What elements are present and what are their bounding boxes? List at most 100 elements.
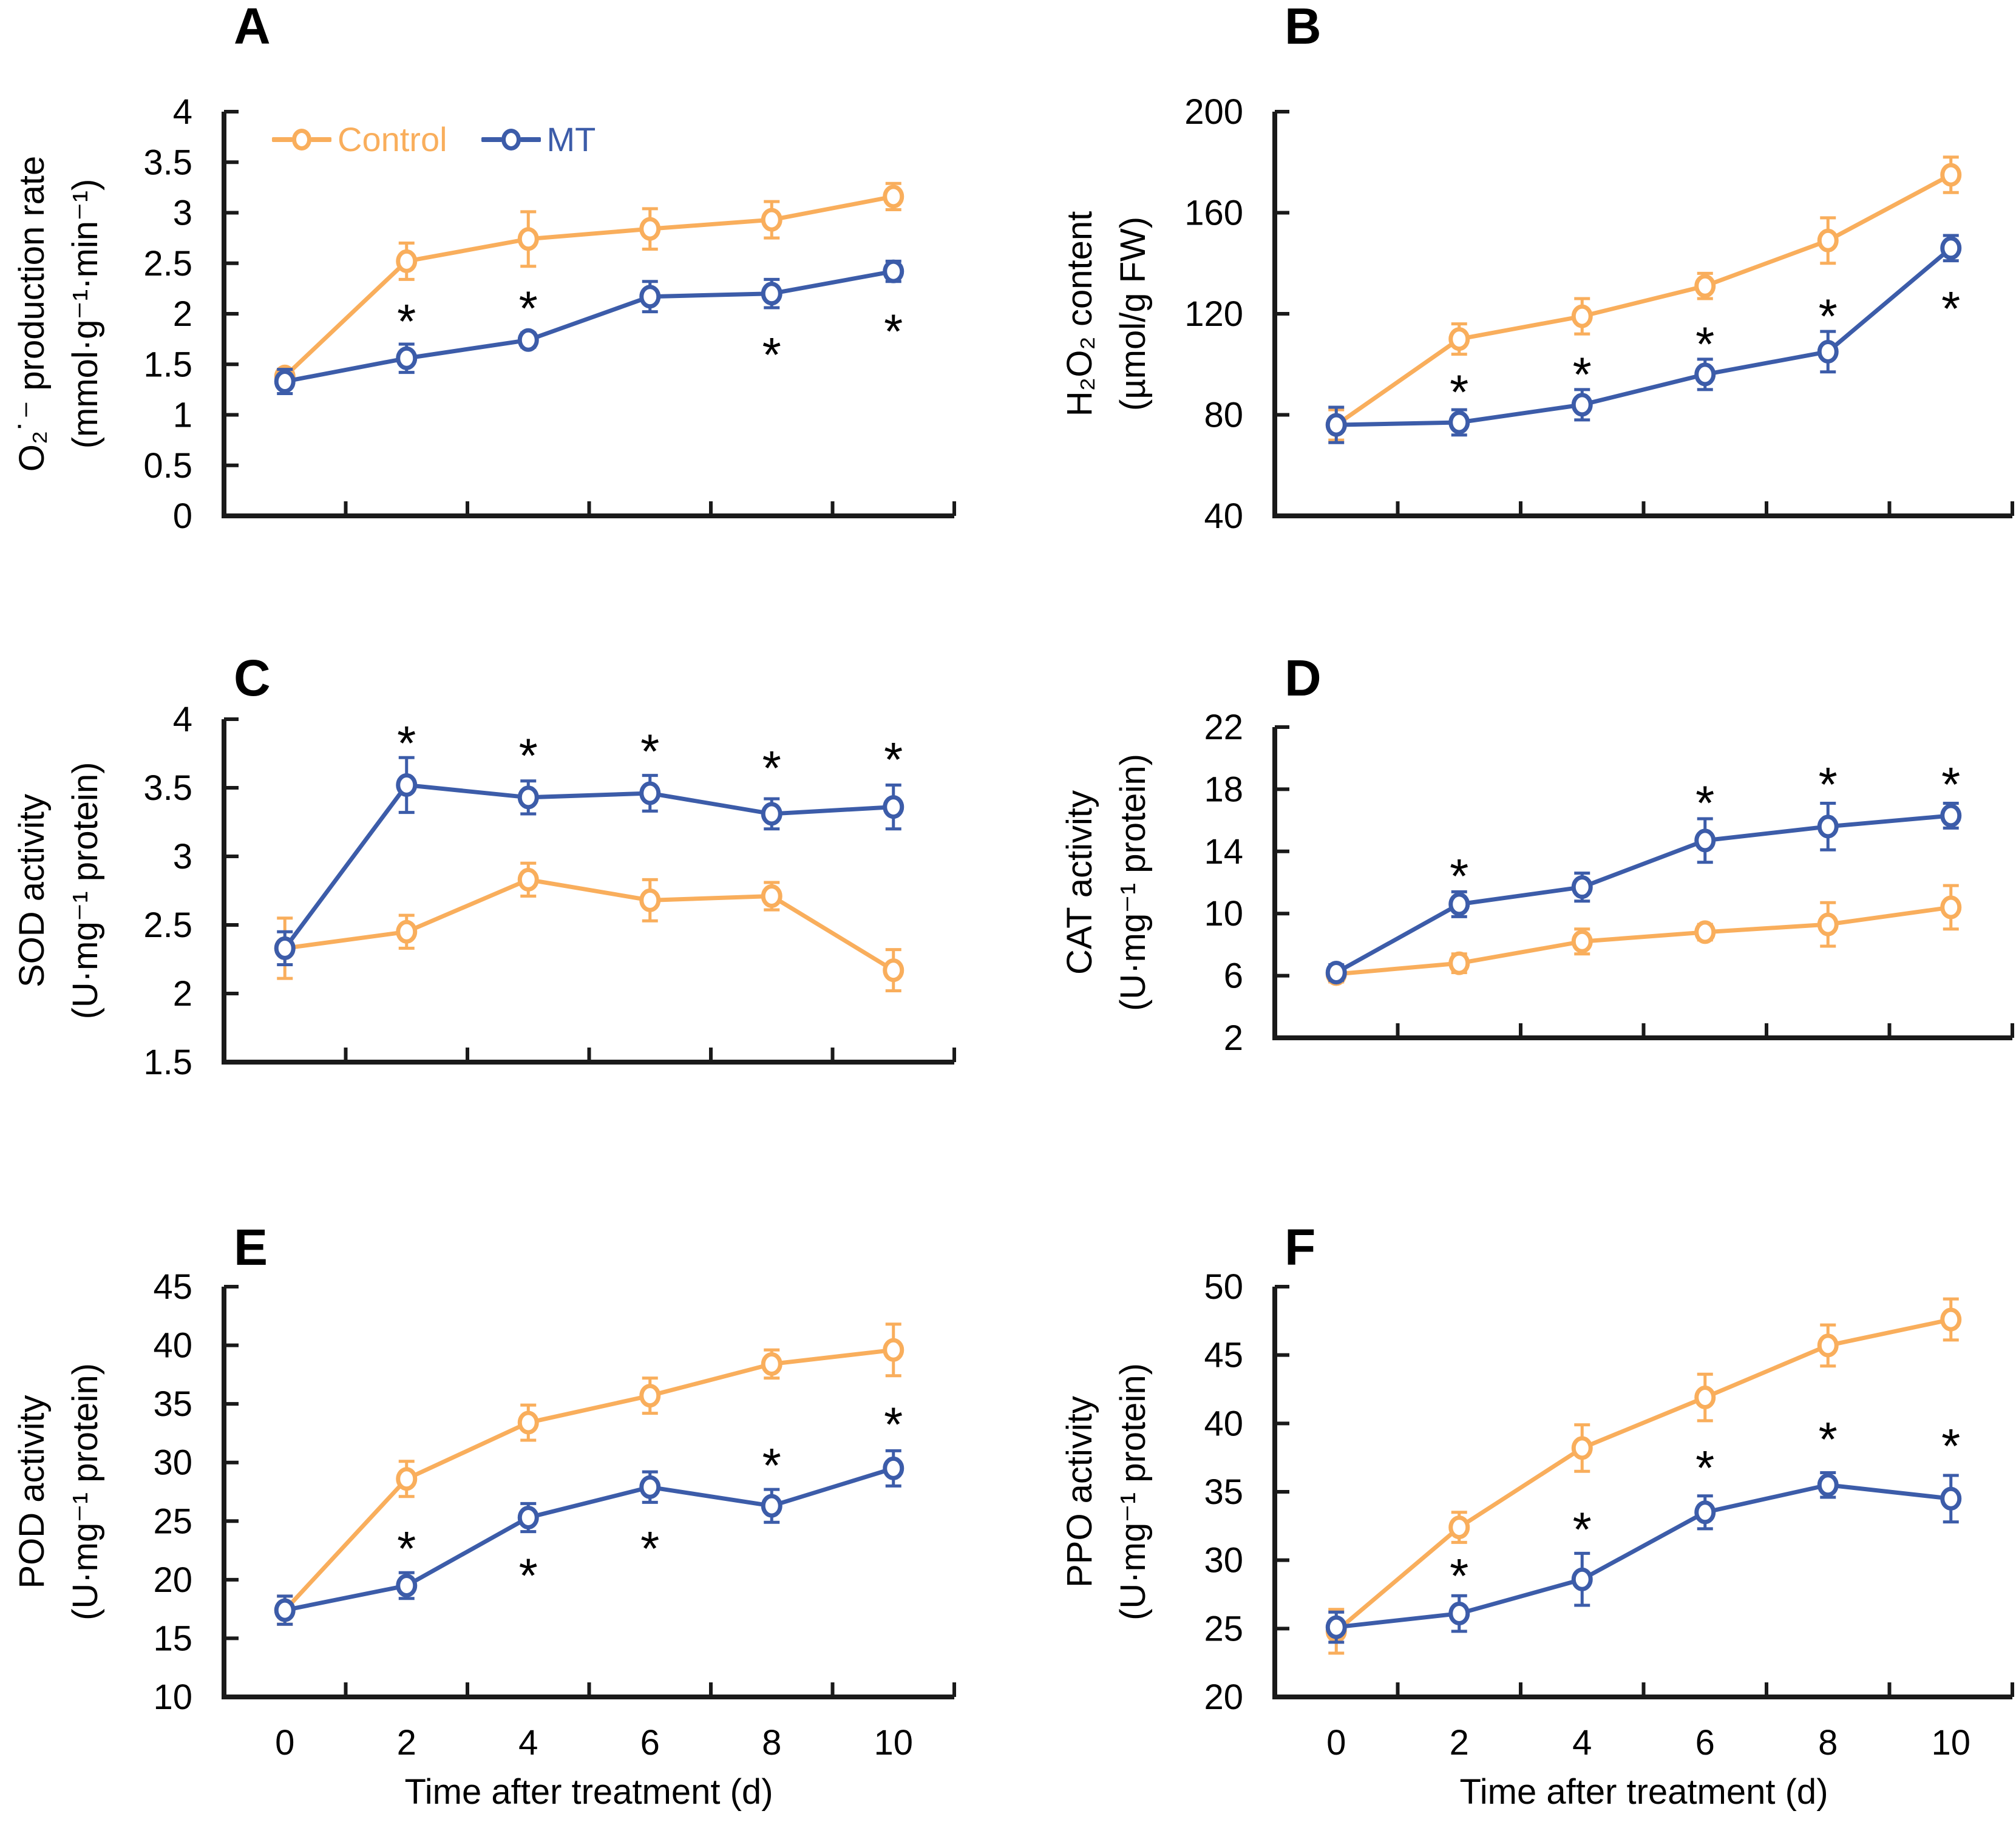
series-control xyxy=(1325,884,1962,986)
series-control xyxy=(1325,1297,1962,1655)
y-tick-label: 25 xyxy=(1204,1609,1243,1648)
data-point-marker xyxy=(396,249,418,273)
significance-asterisk: * xyxy=(1450,849,1468,903)
panel-label-b: B xyxy=(1285,0,1322,55)
significance-asterisk: * xyxy=(884,733,903,787)
data-point-marker xyxy=(639,217,661,241)
series-mt xyxy=(1325,234,1962,444)
y-tick-label: 15 xyxy=(153,1619,192,1658)
data-point-marker xyxy=(761,1494,782,1518)
x-axis-title-left: Time after treatment (d) xyxy=(404,1772,773,1812)
data-point-marker xyxy=(1817,228,1839,252)
series-mt xyxy=(274,259,904,396)
y-tick-label: 3 xyxy=(173,837,192,876)
x-tick-label: 8 xyxy=(762,1723,781,1762)
x-tick-label: 6 xyxy=(1695,1723,1715,1762)
y-tick-label: 30 xyxy=(153,1443,192,1483)
data-point-marker xyxy=(517,867,539,892)
data-point-marker xyxy=(274,370,296,394)
panel-e-chart: 10 15 20 25 30 35 40 45 0 2 4 6 8 10 POD activity (U·mg… xyxy=(12,1267,956,1762)
significance-asterisk: * xyxy=(397,716,416,770)
series-line xyxy=(284,269,894,384)
data-point-marker xyxy=(1940,895,1962,919)
significance-asterisk: * xyxy=(519,1549,538,1603)
data-point-marker xyxy=(639,285,661,309)
y-axis-title-line2: (U·mg⁻¹ protein) xyxy=(66,762,105,1020)
y-tick-label: 2 xyxy=(1224,1018,1243,1058)
x-tick-label: 8 xyxy=(1818,1723,1838,1762)
significance-asterisk: * xyxy=(1573,1503,1592,1557)
series-line xyxy=(284,1466,894,1613)
data-point-marker xyxy=(1694,362,1716,387)
y-tick-label: 20 xyxy=(153,1560,192,1600)
data-point-marker xyxy=(1817,1473,1839,1497)
significance-asterisk: * xyxy=(1695,317,1714,371)
significance-asterisk: * xyxy=(1695,1441,1714,1495)
y-tick-label: 0 xyxy=(173,496,192,536)
y-tick-label: 2 xyxy=(173,294,192,334)
x-tick-label: 0 xyxy=(275,1723,294,1762)
y-axis-title-line2: (µmol/g FW) xyxy=(1113,217,1153,411)
y-tick-label: 45 xyxy=(1204,1336,1243,1375)
panel-b-chart: 40 80 120 160 200 H₂O₂ content (µmol/g FW) * * * *… xyxy=(1060,92,2014,536)
legend-line-left-icon xyxy=(481,137,502,142)
y-tick-label: 40 xyxy=(1204,1404,1243,1443)
y-tick-label: 3.5 xyxy=(143,768,192,808)
significance-asterisk: * xyxy=(1695,776,1714,830)
data-point-marker xyxy=(1940,236,1962,260)
significance-asterisk: * xyxy=(1941,757,1960,811)
y-tick-label: 120 xyxy=(1184,294,1243,334)
panel-d-chart: 2 6 10 14 18 22 CAT activity (U·mg⁻¹ protein) * *… xyxy=(1060,708,2014,1058)
data-point-marker xyxy=(1448,1515,1470,1540)
data-point-marker xyxy=(396,773,418,797)
data-point-marker xyxy=(883,185,904,209)
x-tick-label: 4 xyxy=(518,1723,538,1762)
y-axis-title-line1: SOD activity xyxy=(12,794,52,987)
panel-label-a: A xyxy=(234,0,271,55)
data-point-marker xyxy=(1571,1436,1593,1460)
legend-item-control: Control xyxy=(272,120,447,159)
significance-asterisk: * xyxy=(762,1438,781,1492)
data-point-marker xyxy=(1571,875,1593,899)
y-axis-title-line1: H₂O₂ content xyxy=(1060,211,1099,416)
panel-label-c: C xyxy=(234,649,271,706)
data-point-marker xyxy=(1817,814,1839,839)
x-tick-label: 2 xyxy=(397,1723,416,1762)
data-point-marker xyxy=(396,1574,418,1598)
data-point-marker xyxy=(517,785,539,810)
y-tick-label: 1.5 xyxy=(143,345,192,384)
y-tick-label: 25 xyxy=(153,1502,192,1541)
series-line xyxy=(1335,172,1952,427)
series-control xyxy=(274,861,904,992)
y-tick-label: 4 xyxy=(173,700,192,739)
data-point-marker xyxy=(883,259,904,283)
panel-label-f: F xyxy=(1285,1219,1316,1276)
significance-asterisk: * xyxy=(1819,289,1838,344)
series-line xyxy=(283,782,894,950)
significance-asterisk: * xyxy=(762,328,781,382)
significance-asterisk: * xyxy=(884,1397,903,1451)
y-tick-label: 2.5 xyxy=(143,244,192,283)
legend-label-mt: MT xyxy=(546,120,596,158)
y-tick-label: 200 xyxy=(1184,92,1243,132)
series-mt xyxy=(1325,1471,1962,1644)
y-tick-label: 10 xyxy=(1204,894,1243,933)
data-point-marker xyxy=(639,1475,661,1499)
legend-marker-icon xyxy=(501,129,521,151)
significance-asterisk: * xyxy=(1819,757,1838,811)
data-point-marker xyxy=(761,1352,782,1376)
series-line xyxy=(1335,813,1952,975)
series-line xyxy=(1334,1317,1952,1633)
legend-line-left-icon xyxy=(272,137,293,142)
data-point-marker xyxy=(274,1598,296,1622)
data-point-marker xyxy=(1448,410,1470,435)
y-tick-label: 6 xyxy=(1224,957,1243,996)
data-point-marker xyxy=(274,936,296,960)
data-point-marker xyxy=(1571,393,1593,417)
data-point-marker xyxy=(1448,951,1470,975)
y-axis-title-line1: CAT activity xyxy=(1060,790,1099,975)
y-tick-label: 3.5 xyxy=(143,143,192,182)
series-line xyxy=(1336,905,1952,977)
